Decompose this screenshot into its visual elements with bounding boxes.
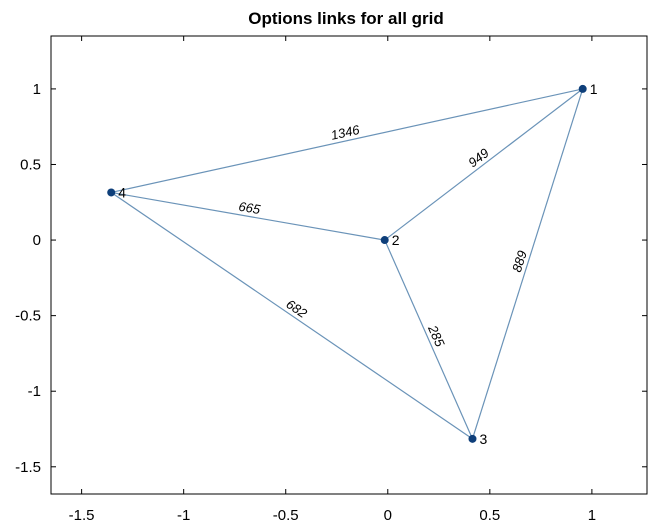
edge-4-1: [111, 88, 583, 194]
x-axis: -1.5 -1 -0.5 0 0.5 1: [69, 36, 596, 524]
edge-weight-label: 889: [509, 249, 530, 274]
edge-3-1: [471, 88, 584, 440]
x-tick-label: -0.5: [273, 507, 299, 524]
y-tick-label: -1: [28, 383, 41, 400]
x-tick-label: -1.5: [69, 507, 95, 524]
y-tick-label: 1: [33, 81, 41, 98]
edge-4-2: [111, 191, 385, 241]
node-4: [107, 188, 116, 197]
x-tick-label: 0: [384, 507, 392, 524]
node-3: [468, 434, 477, 443]
node-label: 3: [479, 431, 487, 447]
y-tick-label: -1.5: [15, 459, 41, 476]
y-tick-label: 0.5: [20, 156, 41, 173]
y-tick-label: -0.5: [15, 308, 41, 325]
y-axis: 1 0.5 0 -0.5 -1 -1.5: [15, 81, 647, 476]
node-label: 4: [118, 184, 126, 200]
x-tick-label: 0.5: [479, 507, 500, 524]
plot-frame: [50, 35, 648, 495]
edge-weight-label: 665: [237, 199, 262, 218]
node-1: [578, 84, 587, 93]
node-label: 1: [590, 81, 598, 97]
edge-weight-label: 1346: [329, 122, 361, 143]
node-label: 2: [392, 232, 400, 248]
y-tick-label: 0: [33, 232, 41, 249]
x-tick-label: -1: [177, 507, 190, 524]
edge-4-3: [110, 191, 473, 440]
edge-2-1: [384, 88, 584, 241]
node-group: 1 2 3 4: [107, 81, 598, 447]
chart-title: Options links for all grid: [248, 9, 444, 28]
edge-group: [110, 88, 584, 440]
node-2: [380, 236, 389, 245]
x-tick-label: 1: [588, 507, 596, 524]
edge-2-3: [384, 239, 474, 440]
